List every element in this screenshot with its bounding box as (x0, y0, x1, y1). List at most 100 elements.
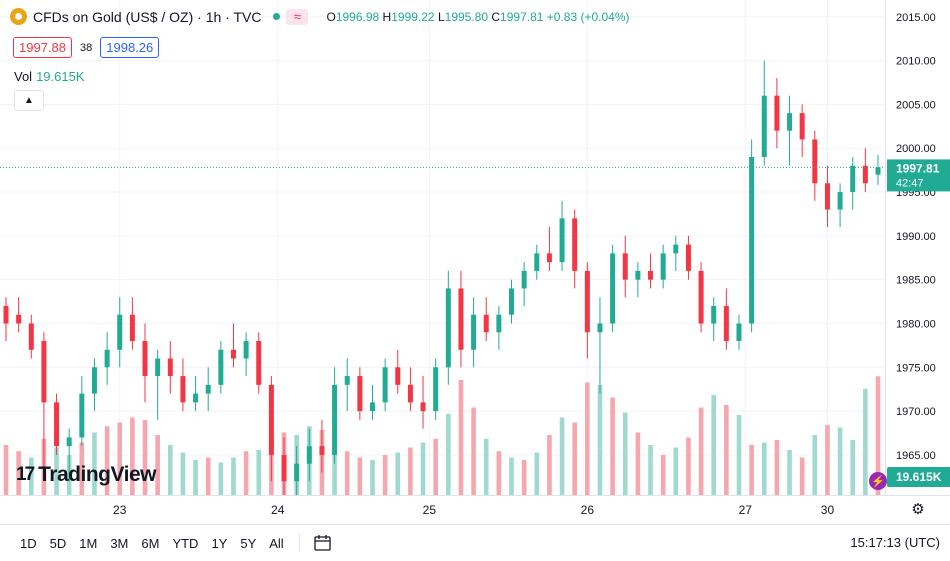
candle-body[interactable] (471, 314, 477, 350)
candle-body[interactable] (673, 244, 679, 254)
candle-body[interactable] (774, 95, 780, 131)
utc-clock[interactable]: 15:17:13 (UTC) (850, 535, 940, 550)
candle-body[interactable] (319, 446, 325, 455)
timeframe-5y[interactable]: 5Y (240, 535, 257, 551)
candle-body[interactable] (521, 270, 527, 289)
candle-body[interactable] (256, 341, 262, 385)
symbol-title[interactable]: CFDs on Gold (US$ / OZ) · 1h · TVC (33, 8, 262, 25)
time-axis[interactable]: 23 24 25 26 27 30 (0, 495, 950, 524)
time-tick-label: 23 (113, 503, 127, 517)
candle-body[interactable] (685, 244, 691, 271)
candle-body[interactable] (79, 393, 85, 438)
candle-body[interactable] (509, 288, 515, 315)
candle-body[interactable] (648, 270, 654, 280)
sell-price-button[interactable]: 1997.88 (13, 37, 72, 58)
candle-body[interactable] (584, 270, 590, 333)
candle-body[interactable] (281, 454, 287, 482)
candle-body[interactable] (875, 167, 881, 175)
candle-body[interactable] (597, 323, 603, 333)
candle-body[interactable] (812, 139, 818, 184)
candle-body[interactable] (28, 323, 34, 350)
volume-bar (622, 412, 628, 495)
candle-body[interactable] (559, 218, 565, 263)
candle-body[interactable] (129, 314, 135, 342)
candle-body[interactable] (382, 367, 388, 403)
candle-body[interactable] (230, 349, 236, 359)
candle-body[interactable] (723, 305, 729, 342)
candle-body[interactable] (433, 367, 439, 412)
candle-body[interactable] (306, 446, 312, 464)
candle-body[interactable] (117, 314, 123, 350)
candle-body[interactable] (167, 358, 173, 377)
candle-body[interactable] (104, 349, 110, 368)
timeframe-ytd[interactable]: YTD (172, 535, 199, 551)
timeframe-3m[interactable]: 3M (110, 535, 129, 551)
candle-body[interactable] (243, 341, 249, 359)
candle-body[interactable] (407, 384, 413, 403)
volume-bar (774, 440, 780, 495)
candle-body[interactable] (572, 218, 578, 271)
candle-body[interactable] (635, 270, 641, 280)
candle-body[interactable] (180, 376, 186, 403)
candle-body[interactable] (344, 376, 350, 385)
candle-body[interactable] (369, 402, 375, 412)
candle-body[interactable] (16, 314, 22, 324)
volume-bar (142, 420, 148, 495)
candle-body[interactable] (155, 358, 161, 377)
gear-icon[interactable]: ⚙ (911, 501, 925, 518)
candle-body[interactable] (711, 305, 717, 324)
candle-body[interactable] (445, 288, 451, 368)
candle-body[interactable] (698, 270, 704, 324)
candle-body[interactable] (660, 253, 666, 280)
gold-coin-icon (10, 8, 27, 25)
price-axis[interactable]: 2015.00 2010.00 2005.00 2000.00 1995.00 1990.… (885, 0, 950, 550)
candle-body[interactable] (395, 367, 401, 385)
candle-body[interactable] (41, 341, 47, 403)
candle-body[interactable] (862, 165, 868, 184)
collapse-legend-button[interactable]: ▲ (14, 90, 44, 111)
candle-body[interactable] (357, 376, 363, 412)
timeframe-6m[interactable]: 6M (141, 535, 160, 551)
candle-body[interactable] (496, 314, 502, 333)
candle-body[interactable] (218, 349, 224, 385)
volume-bar (433, 438, 438, 495)
candle-body[interactable] (332, 384, 338, 455)
timeframe-1m[interactable]: 1M (79, 535, 98, 551)
candle-body[interactable] (54, 402, 60, 447)
candle-body[interactable] (420, 402, 426, 412)
calendar-range-icon[interactable] (314, 535, 332, 551)
timeframe-5d[interactable]: 5D (49, 535, 67, 551)
candle-body[interactable] (622, 253, 628, 280)
candle-body[interactable] (458, 288, 464, 350)
chart-pane[interactable]: CFDs on Gold (US$ / OZ) · 1h · TVC ≈ O19… (0, 0, 885, 544)
buy-price-button[interactable]: 1998.26 (100, 37, 160, 58)
candle-body[interactable] (799, 113, 805, 140)
timeframe-all[interactable]: All (269, 535, 284, 551)
candle-body[interactable] (736, 323, 742, 342)
candle-body[interactable] (546, 253, 552, 263)
candle-body[interactable] (268, 384, 274, 455)
candle-body[interactable] (749, 156, 755, 324)
candle-body[interactable] (610, 253, 616, 324)
candle-body[interactable] (294, 463, 300, 482)
candle-body[interactable] (91, 367, 97, 394)
candle-body[interactable] (824, 183, 830, 210)
candle-body[interactable] (787, 113, 793, 131)
approx-wave-icon[interactable]: ≈ (286, 8, 309, 25)
candle-body[interactable] (761, 95, 767, 157)
last-price-tag[interactable] (887, 159, 950, 192)
candle-body[interactable] (850, 165, 856, 193)
candle-body[interactable] (193, 393, 199, 403)
candlestick-chart[interactable] (0, 0, 885, 544)
candle-body[interactable] (66, 437, 72, 447)
candle-body[interactable] (205, 384, 211, 394)
candle-body[interactable] (534, 253, 540, 271)
candle-body[interactable] (483, 314, 489, 333)
timeframe-1d[interactable]: 1D (20, 535, 37, 551)
lightning-icon[interactable]: ⚡ (869, 472, 887, 490)
timeframe-1y[interactable]: 1Y (211, 535, 228, 551)
tradingview-logo[interactable]: 17 TradingView (16, 463, 156, 487)
candle-body[interactable] (837, 192, 843, 210)
candle-body[interactable] (142, 341, 148, 377)
candle-body[interactable] (3, 305, 9, 324)
